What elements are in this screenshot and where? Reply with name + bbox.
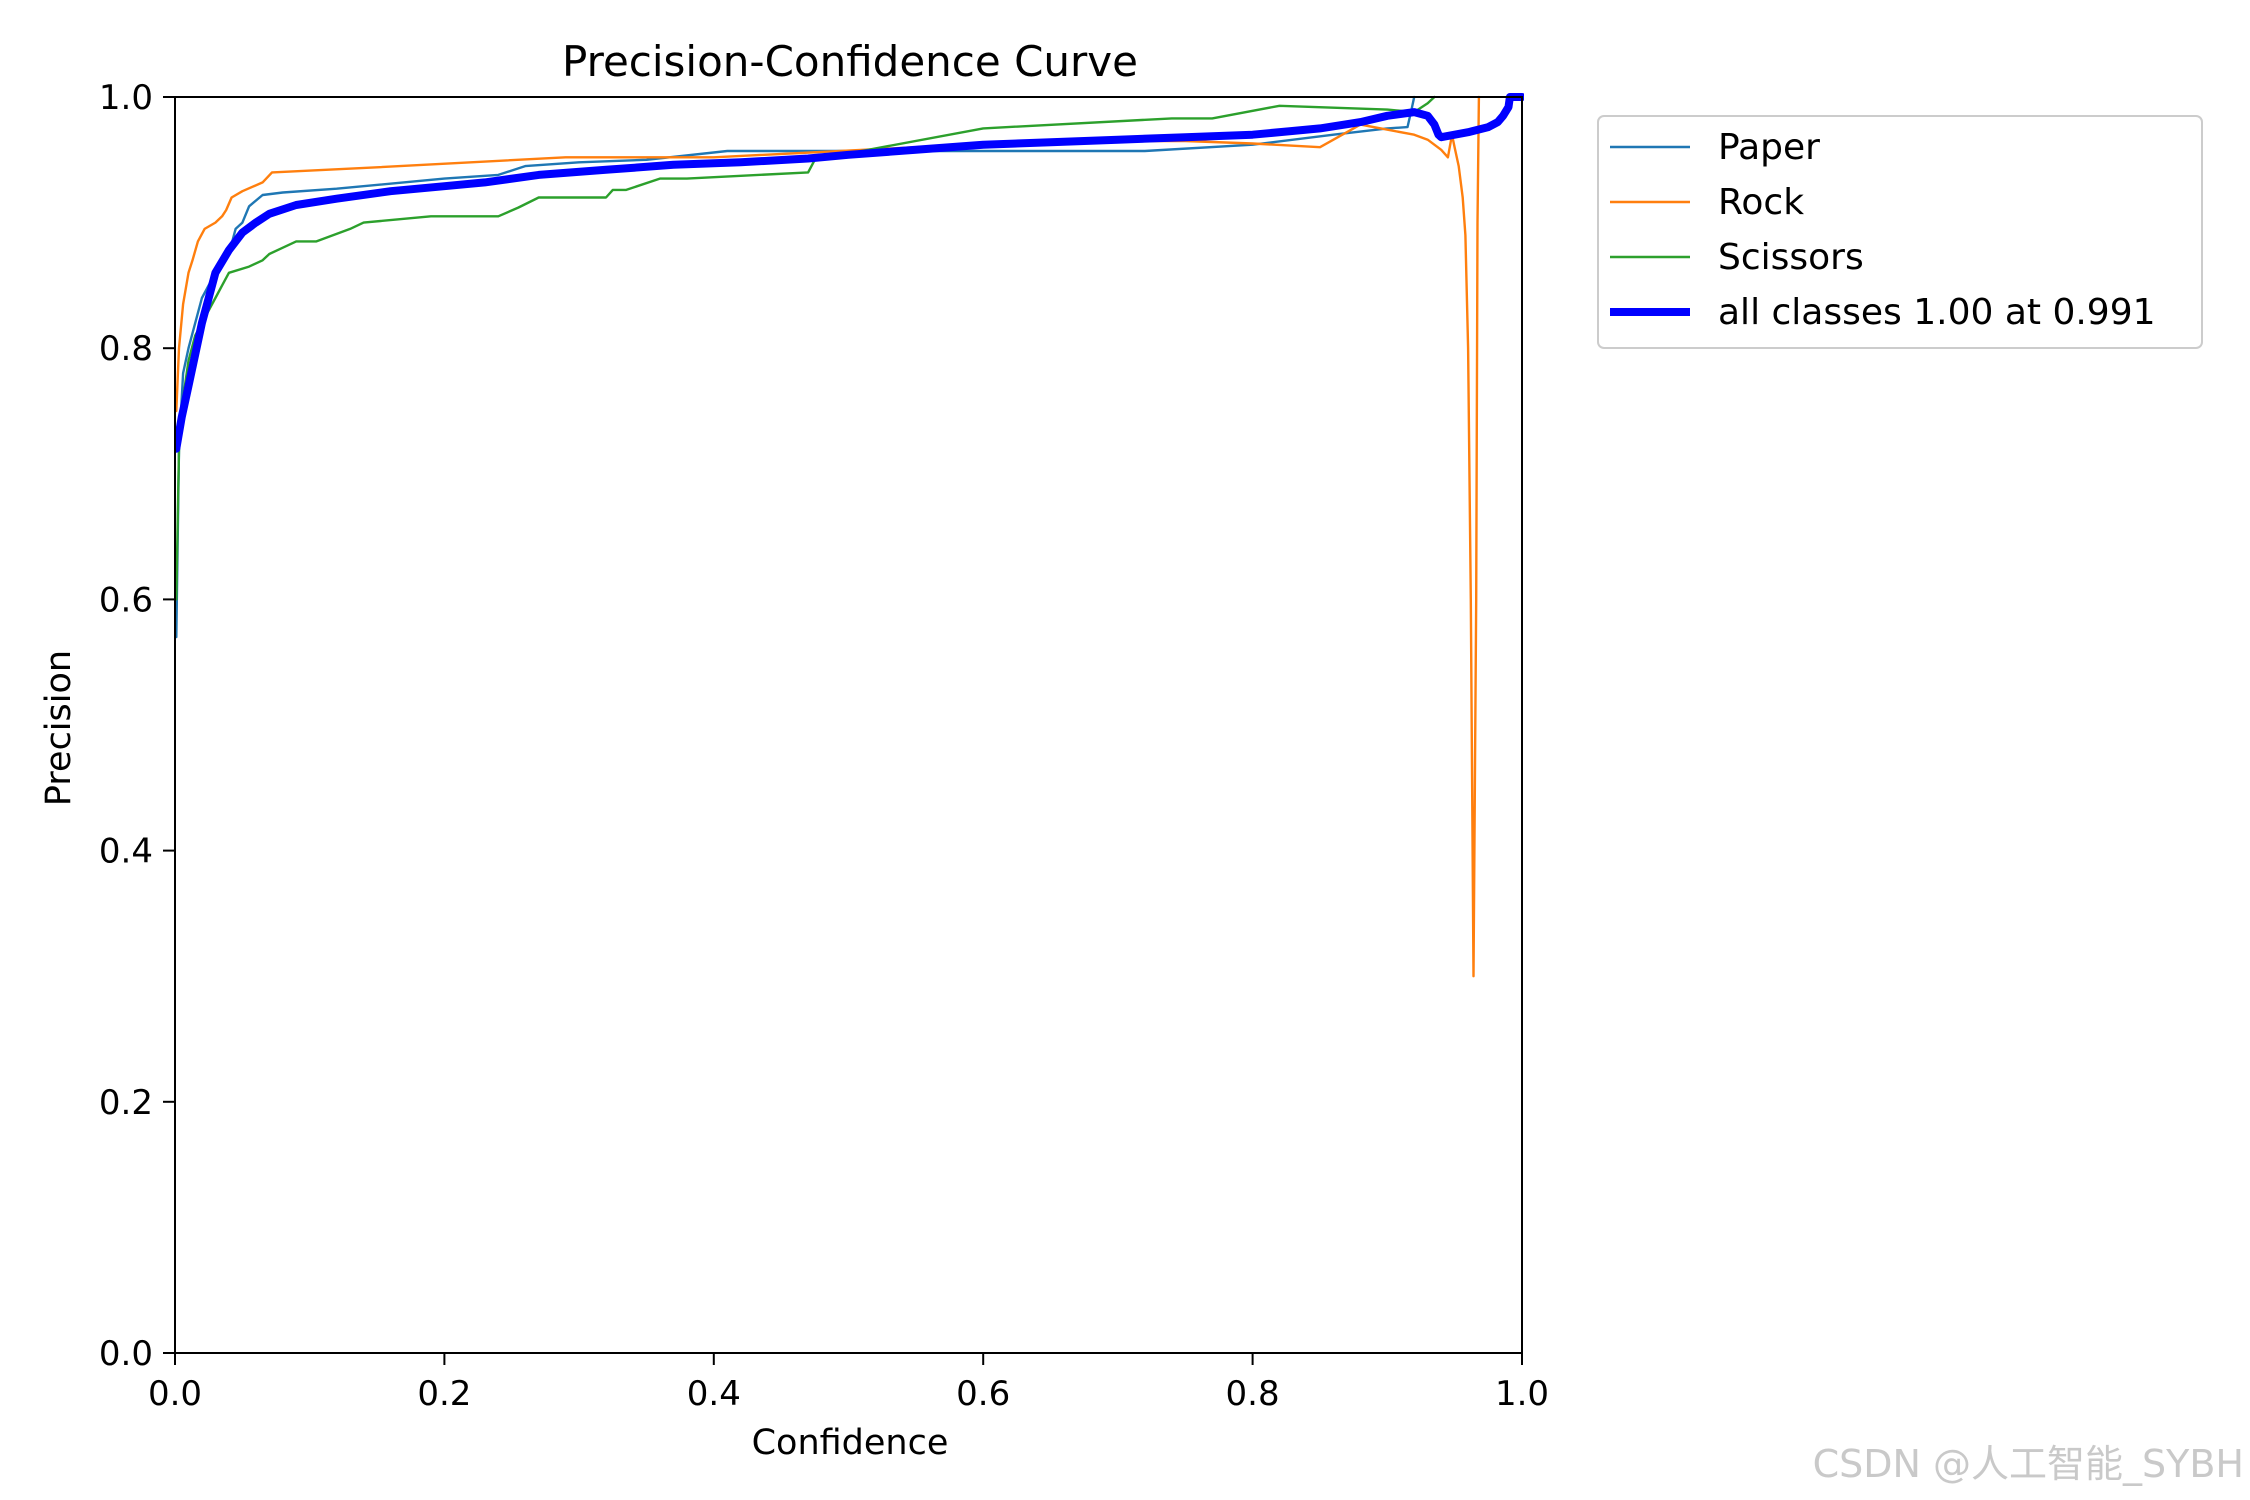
x-tick-label: 0.0	[148, 1374, 202, 1414]
y-axis-ticks: 0.0 0.2 0.4 0.6 0.8 1.0	[99, 78, 175, 1374]
legend-items: Paper Rock Scissors all classes 1.00 at 0.9…	[1610, 127, 2156, 333]
y-tick-label: 0.0	[99, 1334, 153, 1374]
x-axis-label: Confidence	[752, 1423, 949, 1463]
x-tick-label: 0.6	[956, 1374, 1010, 1414]
series-line-rock	[175, 95, 1481, 978]
y-tick-label: 0.2	[99, 1083, 153, 1123]
y-tick-label: 0.4	[99, 832, 153, 872]
x-tick-label: 0.4	[687, 1374, 741, 1414]
legend-label-scissors: Scissors	[1718, 237, 1864, 278]
legend-label-rock: Rock	[1718, 182, 1804, 223]
series-layer	[174, 93, 1524, 978]
y-tick-label: 0.8	[99, 329, 153, 369]
watermark-text: CSDN @人工智能_SYBH	[1812, 1442, 2244, 1486]
x-tick-label: 0.8	[1226, 1374, 1280, 1414]
plot-area	[174, 93, 1524, 1354]
series-line-paper	[175, 95, 1416, 639]
series-line-all-classes-1-00-at-0-991	[174, 93, 1524, 453]
x-tick-label: 0.2	[417, 1374, 471, 1414]
series-line-scissors	[175, 95, 1436, 601]
y-axis-label: Precision	[39, 650, 79, 806]
legend-label-all-classes-1-00-at-0-991: all classes 1.00 at 0.991	[1718, 292, 2156, 333]
x-axis-ticks: 0.0 0.2 0.4 0.6 0.8 1.0	[148, 1353, 1549, 1414]
legend: Paper Rock Scissors all classes 1.00 at 0.9…	[1597, 115, 2203, 349]
x-tick-label: 1.0	[1495, 1374, 1549, 1414]
y-tick-label: 1.0	[99, 78, 153, 118]
legend-box	[1597, 115, 2203, 349]
plot-frame	[174, 96, 1523, 1354]
y-tick-label: 0.6	[99, 580, 153, 620]
chart-title: Precision-Confidence Curve	[562, 37, 1138, 86]
legend-label-paper: Paper	[1718, 127, 1820, 168]
